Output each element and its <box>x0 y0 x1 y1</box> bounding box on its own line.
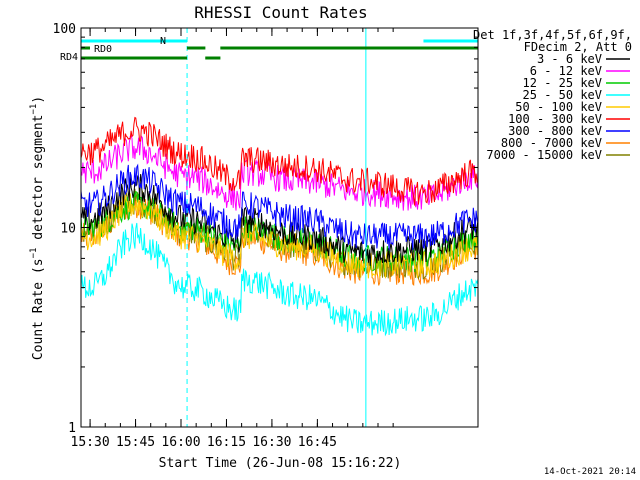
y-tick-label: 100 <box>53 22 76 37</box>
x-tick-label: 15:45 <box>116 435 155 450</box>
x-tick-label: 16:15 <box>207 435 246 450</box>
legend-label: 6 - 12 keV <box>530 64 602 78</box>
flag-label-rd0: RD0 <box>94 44 112 55</box>
legend-label: 300 - 800 keV <box>508 124 602 138</box>
x-tick-label: 16:45 <box>298 435 337 450</box>
series-line-100-300-kev <box>80 116 479 206</box>
flag-label-rd4: RD4 <box>60 52 78 63</box>
y-axis-label: Count Rate (s−1 detector segment−1) <box>29 96 46 360</box>
plot-area <box>80 28 479 427</box>
legend-label: 12 - 25 keV <box>523 76 602 90</box>
axes: 1 10 100 15:30 15:45 16:00 16:15 16:30 16:45 <box>53 22 479 450</box>
y-tick-label: 10 <box>60 222 76 237</box>
legend-label: 50 - 100 keV <box>515 100 602 114</box>
legend-label: 800 - 7000 keV <box>501 136 602 150</box>
x-tick-label: 16:00 <box>161 435 200 450</box>
flag-label-n: N <box>160 36 166 47</box>
series-line-25-50-kev <box>80 222 479 337</box>
y-tick-label: 1 <box>68 421 76 436</box>
series-line-50-100-kev <box>80 193 479 279</box>
chart-title: RHESSI Count Rates <box>194 3 367 22</box>
x-axis-label: Start Time (26-Jun-08 15:16:22) <box>159 456 402 471</box>
legend-header-line-1: Det 1f,3f,4f,5f,6f,9f, <box>473 28 632 42</box>
legend-label: 25 - 50 keV <box>523 88 602 102</box>
footer-date: 14-Oct-2021 20:14 <box>544 467 636 477</box>
series-line-300-800-kev <box>80 163 479 251</box>
x-tick-label: 16:30 <box>252 435 291 450</box>
series-line-12-25-kev <box>80 191 479 273</box>
legend: Det 1f,3f,4f,5f,6f,9f, FDecim 2, Att 0 3… <box>473 28 632 162</box>
legend-label: 3 - 6 keV <box>537 52 602 66</box>
x-tick-label: 15:30 <box>71 435 110 450</box>
legend-label: 100 - 300 keV <box>508 112 602 126</box>
legend-label: 7000 - 15000 keV <box>486 148 602 162</box>
legend-header-line-2: FDecim 2, Att 0 <box>524 40 632 54</box>
flag-bars: RD0 RD4 N <box>60 36 478 63</box>
